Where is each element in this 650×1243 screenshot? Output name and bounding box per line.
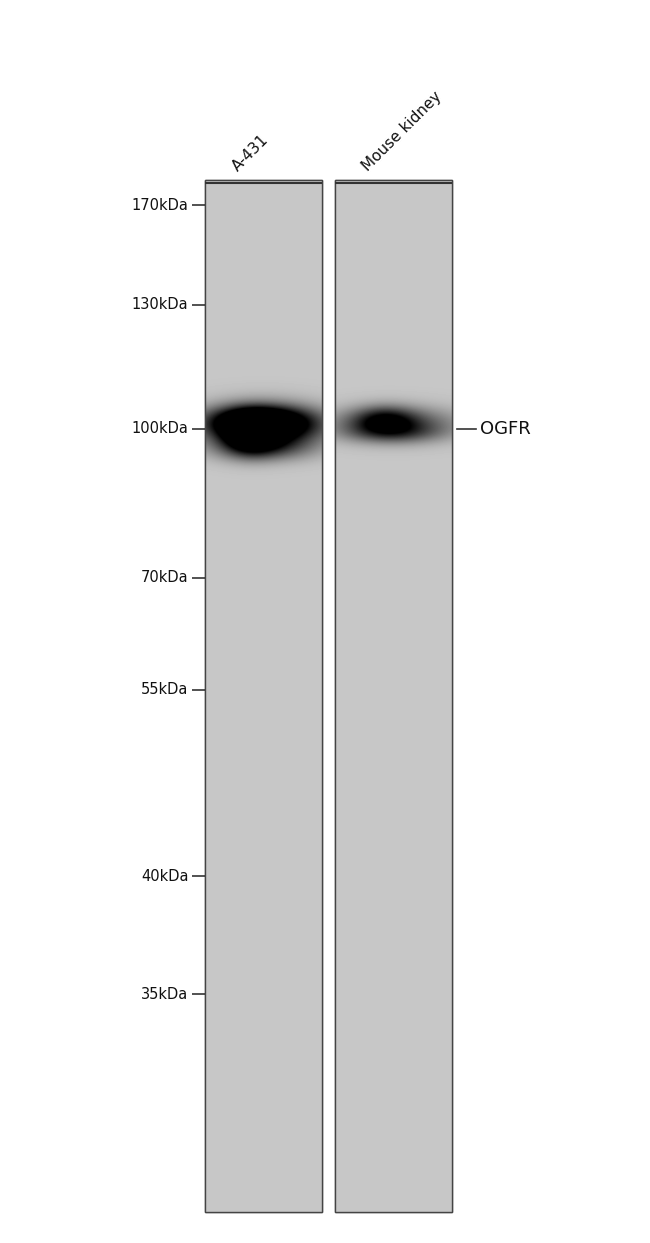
Bar [335,180,452,1212]
Bar [205,180,322,1212]
Text: 55kDa: 55kDa [141,682,188,697]
Text: 40kDa: 40kDa [141,869,188,884]
Text: 170kDa: 170kDa [131,198,188,213]
Text: 130kDa: 130kDa [132,297,188,312]
Text: 35kDa: 35kDa [141,987,188,1002]
Text: Mouse kidney: Mouse kidney [359,88,445,174]
Bar [335,180,452,1212]
Text: 70kDa: 70kDa [141,571,188,585]
Text: 100kDa: 100kDa [131,421,188,436]
Bar [205,180,322,1212]
Text: A-431: A-431 [229,132,271,174]
Text: OGFR: OGFR [480,420,530,438]
